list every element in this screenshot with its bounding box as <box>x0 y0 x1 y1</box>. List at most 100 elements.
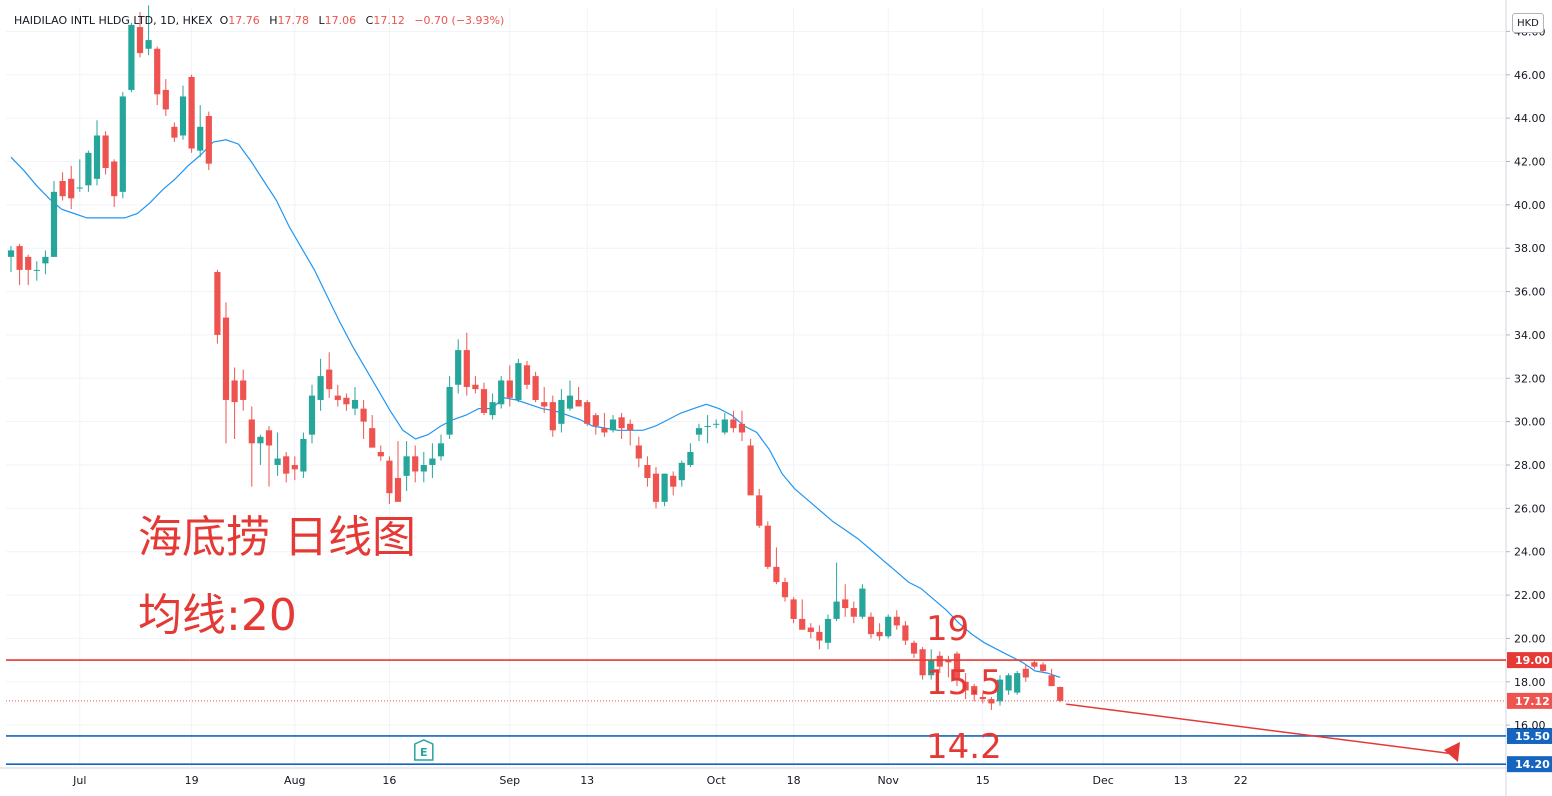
candle-body <box>317 376 324 400</box>
ma20-line <box>10 139 1061 678</box>
candle <box>1022 664 1029 682</box>
candle-body <box>420 464 427 472</box>
candle-body <box>979 696 986 700</box>
y-tick-label: 42.00 <box>1514 155 1546 168</box>
candle <box>472 376 479 394</box>
candle <box>317 358 324 411</box>
close-label: C <box>365 14 374 27</box>
y-tick-label: 36.00 <box>1514 286 1546 299</box>
candle <box>756 488 763 528</box>
candle <box>240 369 247 411</box>
candle <box>111 159 118 208</box>
candle-body <box>403 456 410 476</box>
candle <box>695 423 703 442</box>
candle-body <box>644 464 651 479</box>
candle <box>102 131 109 175</box>
candle <box>1048 668 1055 687</box>
x-tick-label: Dec <box>1093 774 1114 787</box>
candle-body <box>231 380 238 403</box>
candle <box>549 395 556 437</box>
x-tick-label: Jul <box>72 774 86 787</box>
candle <box>1057 686 1064 703</box>
candle-body <box>1031 662 1038 667</box>
candle <box>300 432 307 479</box>
high-label: H <box>269 14 278 27</box>
candle-body <box>240 380 247 400</box>
candle <box>222 302 230 444</box>
candle <box>816 625 823 650</box>
candle-body <box>1005 675 1012 691</box>
candle-body <box>360 408 367 422</box>
level-price-tag <box>1507 652 1552 669</box>
candle-body <box>859 588 866 617</box>
candle-body <box>523 365 531 385</box>
candle-body <box>162 89 169 110</box>
candle-body <box>351 399 359 409</box>
markers[interactable]: E <box>414 703 1460 762</box>
price-axis[interactable]: 48.0046.0044.0042.0040.0038.0036.0034.00… <box>1506 25 1546 732</box>
candle-body <box>515 363 522 400</box>
candle <box>867 612 875 639</box>
candle-body <box>773 566 780 583</box>
x-tick-label: Nov <box>877 774 899 787</box>
candle-body <box>635 445 642 459</box>
candle-body <box>369 428 376 448</box>
candle-body <box>781 582 789 598</box>
last-price-tag <box>1507 692 1552 709</box>
candle <box>601 412 608 437</box>
candle-body <box>1022 668 1029 678</box>
candle-body <box>119 96 126 192</box>
currency-badge[interactable]: HKD <box>1512 13 1544 33</box>
candle-body <box>988 699 995 704</box>
candle-body <box>885 616 892 637</box>
candle-body <box>738 423 746 433</box>
candle <box>334 384 341 407</box>
x-tick-label: Sep <box>499 774 520 787</box>
change-value: −0.70 (−3.93%) <box>414 14 505 27</box>
symbol-legend: HAIDILAO INTL HLDG LTD, 1D, HKEX O17.76 … <box>14 14 504 27</box>
candle-body <box>111 161 118 197</box>
candle <box>953 651 961 687</box>
candle-body <box>489 402 496 416</box>
open-label: O <box>219 14 229 27</box>
candle-body <box>730 419 737 429</box>
candle <box>214 269 221 344</box>
candle <box>850 601 857 624</box>
x-tick-label: 13 <box>580 774 594 787</box>
candle-body <box>248 419 255 444</box>
candle-body <box>179 96 187 136</box>
candle <box>412 445 419 483</box>
candle-body <box>764 525 771 567</box>
y-tick-label: 30.00 <box>1514 416 1546 429</box>
candle-body <box>274 458 281 465</box>
candle <box>790 597 797 624</box>
candle <box>429 443 436 479</box>
candle <box>859 584 866 619</box>
candle-body <box>652 473 660 502</box>
candle-body <box>506 380 513 398</box>
candle-body <box>609 419 617 431</box>
candle <box>480 382 488 416</box>
candle <box>541 386 548 413</box>
level-price-label: 14.20 <box>1515 758 1550 771</box>
candle <box>876 623 883 641</box>
candle-body <box>575 399 582 407</box>
last-price-label: 17.12 <box>1515 695 1550 708</box>
candle <box>68 165 75 210</box>
candle-body <box>59 180 66 197</box>
candle <box>962 673 969 700</box>
candle-body <box>747 445 754 496</box>
ma20-polyline <box>10 139 1061 678</box>
candle <box>919 647 926 680</box>
candle <box>386 456 393 505</box>
earnings-marker[interactable]: E <box>414 739 434 761</box>
time-axis[interactable]: Jul 19 Aug 16 Sep 13 Oct 18 Nov 15 Dec 13 22 <box>72 774 1248 787</box>
horizontal-levels[interactable]: 19.00 15.50 14.20 17.12 <box>6 652 1552 773</box>
candle <box>291 456 298 481</box>
candle-body <box>996 679 1004 702</box>
x-tick-label: 15 <box>976 774 990 787</box>
candle <box>627 419 634 446</box>
